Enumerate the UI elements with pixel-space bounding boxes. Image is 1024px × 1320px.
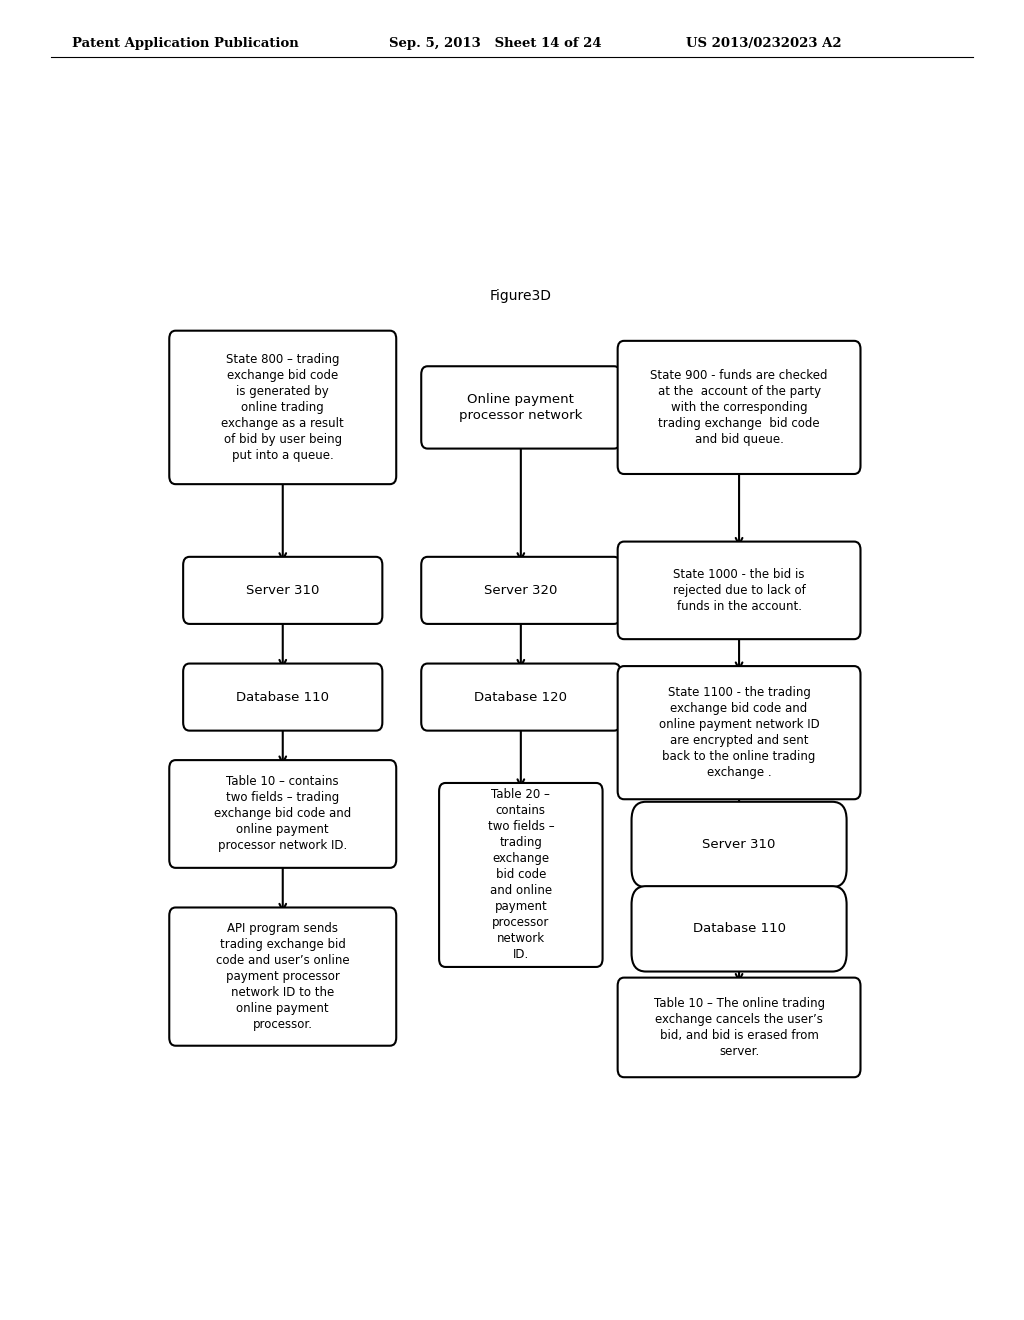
- FancyBboxPatch shape: [617, 667, 860, 799]
- Text: State 1000 - the bid is
rejected due to lack of
funds in the account.: State 1000 - the bid is rejected due to …: [673, 568, 806, 612]
- FancyBboxPatch shape: [421, 366, 621, 449]
- FancyBboxPatch shape: [617, 341, 860, 474]
- FancyBboxPatch shape: [617, 541, 860, 639]
- FancyBboxPatch shape: [169, 331, 396, 484]
- FancyBboxPatch shape: [439, 783, 602, 968]
- Text: Table 10 – The online trading
exchange cancels the user’s
bid, and bid is erased: Table 10 – The online trading exchange c…: [653, 997, 824, 1057]
- Text: State 900 - funds are checked
at the  account of the party
with the correspondin: State 900 - funds are checked at the acc…: [650, 368, 827, 446]
- Text: Server 310: Server 310: [246, 583, 319, 597]
- Text: Database 120: Database 120: [474, 690, 567, 704]
- FancyBboxPatch shape: [421, 664, 621, 731]
- Text: State 1100 - the trading
exchange bid code and
online payment network ID
are enc: State 1100 - the trading exchange bid co…: [658, 686, 819, 779]
- FancyBboxPatch shape: [183, 664, 382, 731]
- FancyBboxPatch shape: [632, 886, 847, 972]
- Text: API program sends
trading exchange bid
code and user’s online
payment processor
: API program sends trading exchange bid c…: [216, 923, 349, 1031]
- Text: Server 320: Server 320: [484, 583, 557, 597]
- Text: Server 310: Server 310: [702, 838, 776, 851]
- Text: US 2013/0232023 A2: US 2013/0232023 A2: [686, 37, 842, 50]
- Text: Patent Application Publication: Patent Application Publication: [72, 37, 298, 50]
- Text: Sep. 5, 2013   Sheet 14 of 24: Sep. 5, 2013 Sheet 14 of 24: [389, 37, 602, 50]
- Text: Table 20 –
contains
two fields –
trading
exchange
bid code
and online
payment
pr: Table 20 – contains two fields – trading…: [487, 788, 554, 961]
- FancyBboxPatch shape: [169, 760, 396, 867]
- Text: Database 110: Database 110: [237, 690, 330, 704]
- Text: Figure3D: Figure3D: [489, 289, 552, 302]
- Text: Database 110: Database 110: [692, 923, 785, 936]
- Text: Online payment
processor network: Online payment processor network: [459, 393, 583, 422]
- Text: State 800 – trading
exchange bid code
is generated by
online trading
exchange as: State 800 – trading exchange bid code is…: [221, 352, 344, 462]
- FancyBboxPatch shape: [169, 907, 396, 1045]
- FancyBboxPatch shape: [632, 801, 847, 887]
- Text: Table 10 – contains
two fields – trading
exchange bid code and
online payment
pr: Table 10 – contains two fields – trading…: [214, 775, 351, 853]
- FancyBboxPatch shape: [617, 978, 860, 1077]
- FancyBboxPatch shape: [421, 557, 621, 624]
- FancyBboxPatch shape: [183, 557, 382, 624]
